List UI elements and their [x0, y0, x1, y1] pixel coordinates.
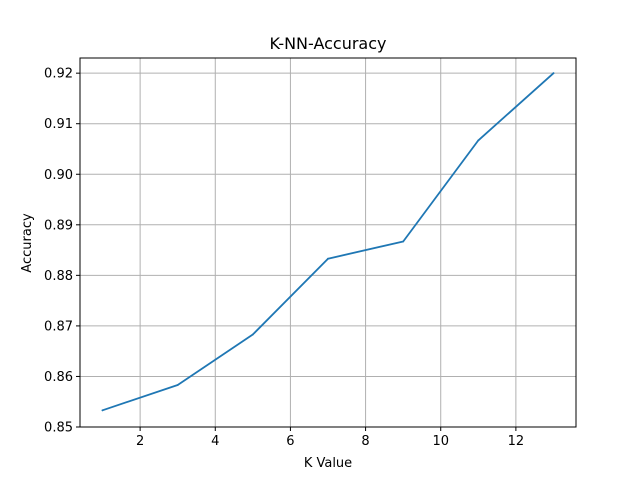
- y-tick-label: 0.86: [44, 370, 73, 385]
- y-tick-label: 0.87: [44, 319, 73, 334]
- axes-frame: [79, 57, 577, 428]
- x-tick-label: 10: [432, 434, 449, 449]
- data-point: [477, 139, 480, 142]
- y-tick-label: 0.92: [44, 67, 73, 82]
- x-tick-label: 6: [286, 434, 294, 449]
- y-tick-label: 0.89: [44, 218, 73, 233]
- y-tick-label: 0.85: [44, 421, 73, 436]
- x-tick-label: 8: [361, 434, 369, 449]
- chart-title: K-NN-Accuracy: [270, 34, 387, 53]
- x-tick-label: 2: [136, 434, 144, 449]
- ticks: 2 4 6 8 10 12 0.85 0.86 0.87 0.88 0.89 0.90 0.91 0.92: [44, 67, 524, 449]
- data-point: [101, 409, 104, 412]
- x-tick-label: 12: [508, 434, 525, 449]
- x-axis-label: K Value: [304, 456, 352, 471]
- y-tick-label: 0.90: [44, 168, 73, 183]
- data-point: [327, 257, 329, 260]
- series-layer: [101, 72, 555, 412]
- y-tick-label: 0.91: [44, 117, 73, 132]
- x-tick-label: 4: [211, 434, 219, 449]
- y-tick-label: 0.88: [44, 269, 73, 284]
- data-point: [251, 333, 254, 336]
- grid: [80, 58, 576, 428]
- y-axis-label: Accuracy: [20, 213, 35, 273]
- data-point: [552, 72, 555, 75]
- data-point: [176, 384, 179, 386]
- data-point: [402, 240, 405, 243]
